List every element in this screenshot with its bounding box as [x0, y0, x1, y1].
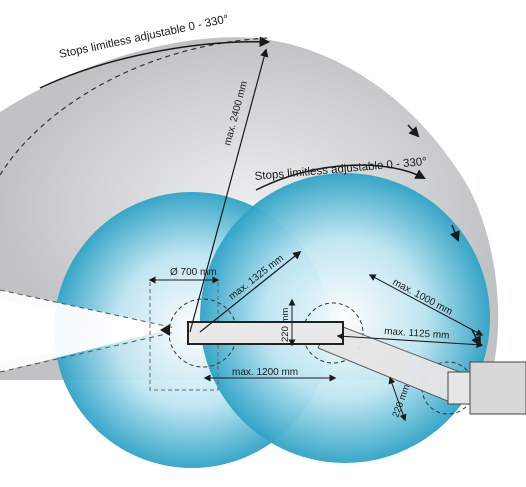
wedge-edge-bottom: [0, 331, 176, 373]
label-max-1125: max. 1125 mm: [384, 326, 450, 342]
dimension-line-1125: [336, 332, 484, 349]
dimension-line-2400: [189, 48, 269, 333]
pivot-arrow-left: [160, 324, 170, 336]
label-220-top: 220 mm: [280, 308, 291, 342]
mount-bracket: [447, 371, 471, 405]
dimension-line-1000: [368, 274, 484, 336]
edge-arrow-2: [450, 224, 460, 242]
wedge-edge-top: [0, 289, 176, 329]
dimension-line-1325: [199, 250, 302, 333]
first-arm: [187, 321, 344, 345]
edge-arrow-1: [407, 124, 420, 138]
wall-mount: [469, 361, 526, 415]
label-max-1200: max. 1200 mm: [232, 367, 298, 378]
label-diameter-700: Ø 700 mm: [170, 267, 217, 278]
second-arm-range-circle: [200, 173, 490, 463]
outer-rotation-arc: [39, 36, 271, 89]
dimension-line-220-arm: [388, 376, 407, 422]
inner-rotation-arc: [255, 164, 426, 191]
arm-excluded-wedge: [0, 290, 175, 372]
